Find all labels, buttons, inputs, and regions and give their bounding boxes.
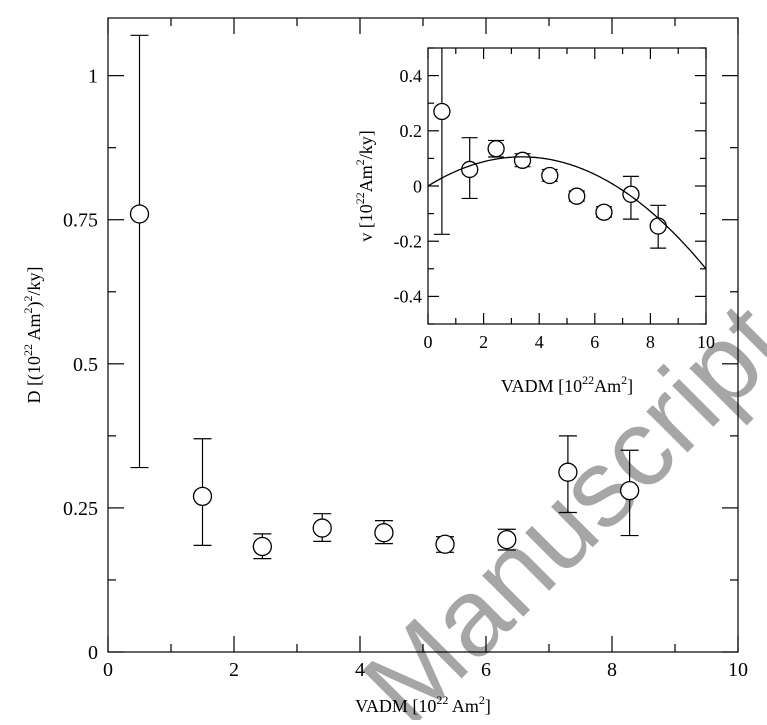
inset-fit-curve (428, 156, 706, 270)
main-x-tick-label: 6 (481, 659, 491, 681)
main-data-point (619, 480, 640, 501)
main-x-tick-label: 10 (728, 659, 748, 681)
inset-data-point (649, 217, 667, 235)
main-data-point (312, 518, 332, 538)
inset-data-point (487, 140, 505, 158)
main-data-point (497, 529, 517, 550)
main-y-tick-label: 1 (88, 66, 98, 88)
main-data-point (252, 536, 273, 557)
inset-tick-labels: 0 2 4 6 8 10 -0.4 -0.2 0 0.2 0.4 (394, 66, 716, 352)
inset-data-point (595, 203, 613, 221)
inset-x-tick-label: 6 (590, 332, 599, 352)
main-x-tick-label: 4 (355, 659, 365, 681)
inset-y-axis-label: v [1022Am2/ky] (353, 130, 376, 242)
main-x-tick-label: 2 (229, 659, 239, 681)
inset-data-point (568, 187, 586, 205)
main-y-tick-label: 0.25 (63, 498, 98, 520)
inset-y-tick-label: -0.2 (394, 232, 423, 252)
main-data-point (374, 523, 394, 543)
inset-data-points (428, 48, 706, 270)
inset-x-tick-label: 0 (424, 332, 433, 352)
inset-x-tick-label: 4 (535, 332, 544, 352)
inset-y-tick-label: 0.4 (400, 66, 423, 86)
inset-data-point (513, 151, 532, 169)
main-y-axis-label: D [(1022 Am2)2/ky] (21, 266, 45, 403)
main-y-tick-label: 0 (88, 642, 98, 664)
inset-data-point (541, 166, 559, 185)
main-y-tick-label: 0.75 (63, 210, 98, 232)
inset-x-tick-label: 8 (646, 332, 655, 352)
inset-data-point (433, 102, 451, 121)
main-x-tick-label: 0 (103, 659, 113, 681)
main-y-tick-label: 0.5 (73, 354, 98, 376)
main-x-axis-label: VADM [1022 Am2] (355, 693, 491, 716)
inset-x-tick-label: 2 (479, 332, 488, 352)
inset-ticks (427, 47, 707, 325)
inset-y-tick-label: 0 (413, 176, 422, 196)
inset-y-tick-label: 0.2 (400, 121, 423, 141)
main-data-point (435, 534, 455, 554)
main-data-point (129, 204, 150, 224)
main-data-points (129, 34, 640, 560)
main-data-point (192, 486, 213, 507)
main-ticks (107, 18, 739, 653)
main-data-point (558, 462, 578, 482)
main-tick-labels: 0 2 4 6 8 10 0 0.25 0.5 0.75 1 (63, 66, 748, 681)
inset-plot-background (428, 48, 706, 324)
main-x-tick-label: 8 (607, 659, 617, 681)
inset-x-tick-label: 10 (697, 332, 715, 352)
inset-x-axis-label: VADM [1022Am2] (501, 373, 633, 396)
inset-y-tick-label: -0.4 (394, 287, 423, 307)
